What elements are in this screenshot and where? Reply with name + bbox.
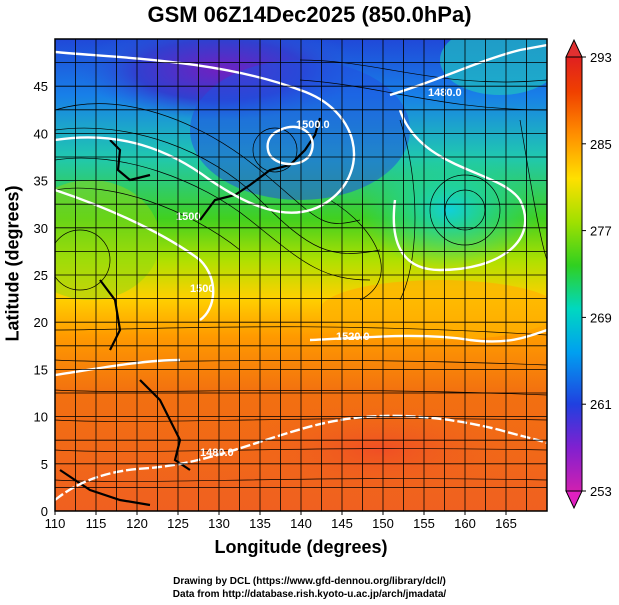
y-tick-label: 5 — [41, 457, 48, 472]
y-tick-label: 0 — [41, 504, 48, 519]
colorbar-tick-label: 285 — [590, 137, 612, 152]
x-tick-label: 120 — [126, 516, 148, 531]
credit-dcl: Drawing by DCL (https://www.gfd-dennou.o… — [173, 576, 446, 587]
x-tick-label: 165 — [495, 516, 517, 531]
x-tick-label: 110 — [45, 516, 66, 531]
map-title: GSM 06Z14Dec2025 (850.0hPa) — [147, 2, 472, 27]
y-tick-label: 45 — [34, 79, 48, 94]
x-tick-label: 140 — [290, 516, 312, 531]
colorbar-tick-labels: 293 285 277 269 261 253 — [582, 50, 612, 499]
colorbar: 293 285 277 269 261 253 — [565, 38, 612, 510]
x-tick-label: 125 — [167, 516, 189, 531]
height-contours — [55, 43, 547, 501]
streamlines — [55, 59, 547, 482]
x-tick-label: 130 — [208, 516, 230, 531]
y-tick-label: 20 — [34, 315, 48, 330]
credit-data-source: Data from http://database.rish.kyoto-u.a… — [172, 589, 447, 600]
colorbar-min-arrow — [565, 490, 583, 510]
grid-lines — [54, 38, 548, 512]
contour-label: 1480.0 — [200, 447, 234, 459]
y-tick-label: 35 — [34, 174, 48, 189]
colorbar-tick-label: 293 — [590, 50, 612, 65]
contour-label: 1520.0 — [336, 331, 370, 343]
colorbar-max-arrow — [565, 38, 583, 58]
x-tick-label: 160 — [454, 516, 476, 531]
colorbar-tick-label: 269 — [590, 310, 612, 325]
y-tick-label: 10 — [34, 410, 48, 425]
contour-label: 1500 — [190, 283, 214, 295]
y-tick-labels: 0 5 10 15 20 25 30 35 40 45 — [34, 79, 48, 519]
y-tick-label: 40 — [34, 126, 48, 141]
colorbar-tick-label: 277 — [590, 224, 612, 239]
x-tick-label: 150 — [372, 516, 394, 531]
x-tick-labels: 110 115 120 125 130 135 140 145 150 155 160 165 — [45, 511, 517, 531]
x-tick-label: 135 — [249, 516, 271, 531]
colorbar-gradient — [565, 56, 583, 492]
colorbar-tick-label: 253 — [590, 484, 612, 499]
y-tick-label: 25 — [34, 268, 48, 283]
x-tick-label: 145 — [331, 516, 353, 531]
y-tick-label: 15 — [34, 362, 48, 377]
y-tick-label: 30 — [34, 221, 48, 236]
x-tick-label: 155 — [413, 516, 435, 531]
colorbar-tick-label: 261 — [590, 397, 612, 412]
x-axis-label: Longitude (degrees) — [214, 537, 388, 557]
x-tick-label: 115 — [86, 516, 107, 531]
contour-label: 1500 — [176, 211, 200, 223]
